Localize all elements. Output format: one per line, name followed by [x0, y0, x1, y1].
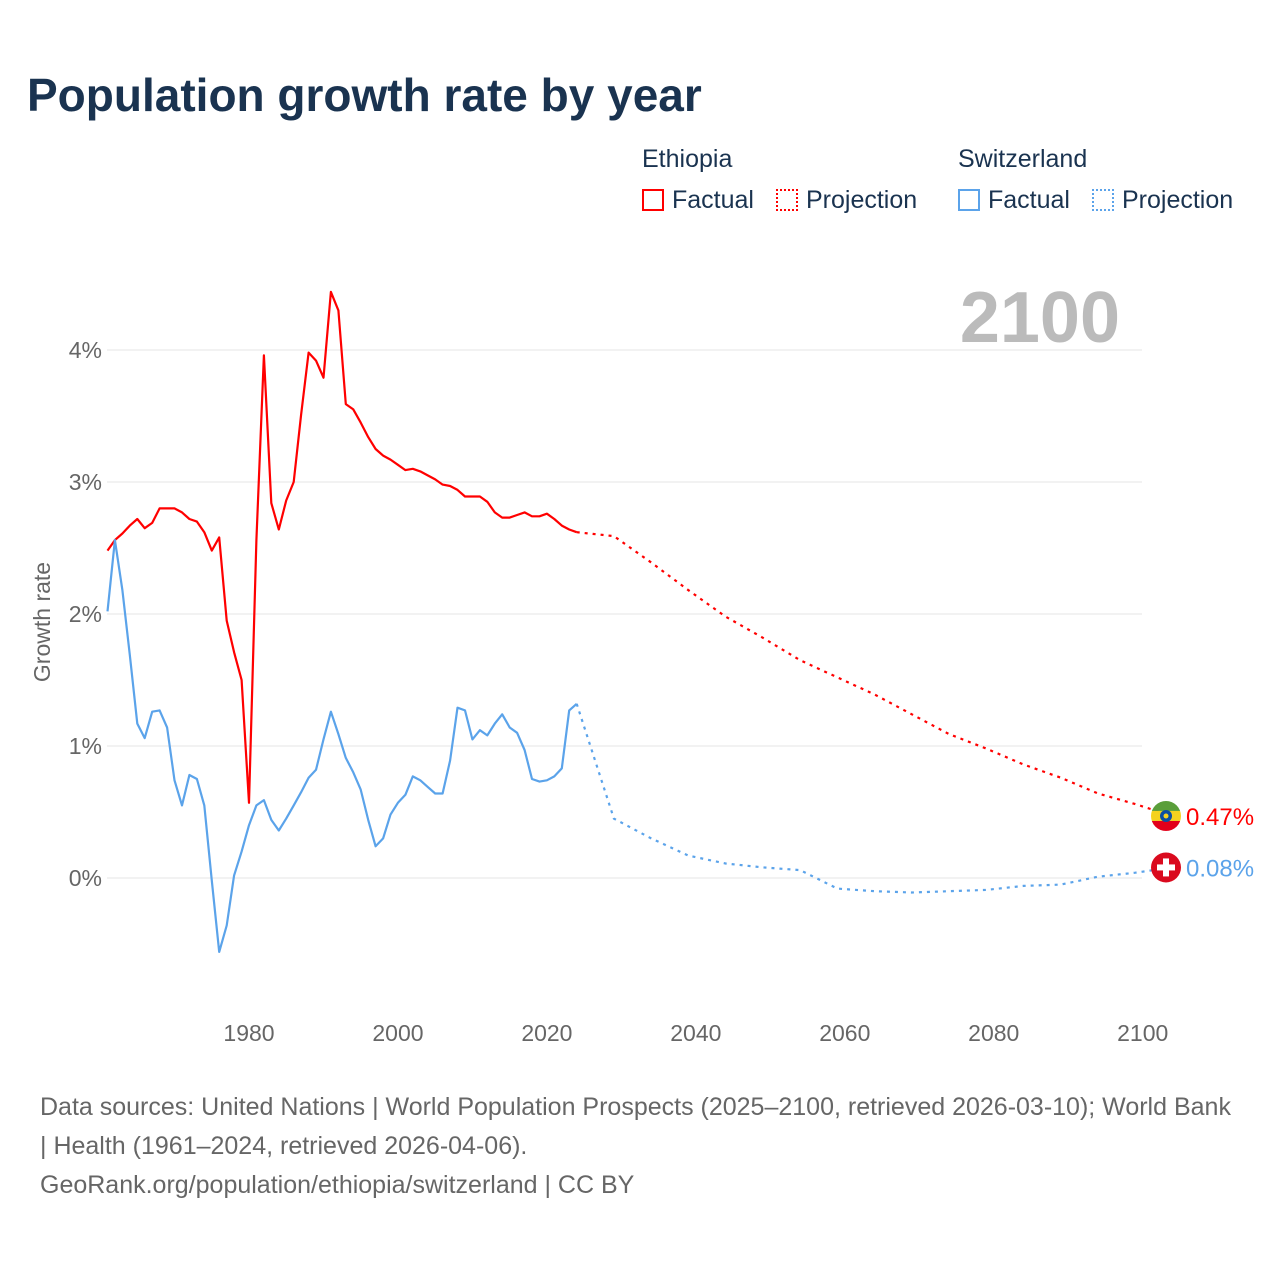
series-ethiopia-factual	[106, 290, 578, 804]
end-label-ethiopia: 0.47%	[1186, 804, 1254, 831]
end-label-switzerland: 0.08%	[1186, 855, 1254, 882]
legend-label: Factual	[988, 186, 1070, 214]
switzerland-flag-icon	[1151, 852, 1181, 883]
legend-ethiopia-title: Ethiopia	[642, 145, 733, 173]
series-switzerland-factual	[106, 538, 578, 954]
data-sources: Data sources: United Nations | World Pop…	[40, 1093, 1231, 1160]
legend-switzerland-title: Switzerland	[958, 145, 1088, 173]
y-tick-label: 4%	[69, 337, 102, 363]
series-switzerland-projection	[575, 703, 1173, 894]
emblem-star	[1163, 813, 1169, 819]
cross-horizontal	[1157, 864, 1175, 871]
swatch-solid-red	[642, 189, 664, 211]
stripe-red	[1151, 820, 1181, 831]
y-tick-label: 2%	[69, 601, 102, 627]
y-tick-label: 3%	[69, 469, 102, 495]
swatch-solid-blue	[958, 189, 980, 211]
legend-label: Factual	[672, 186, 754, 214]
y-axis-label: Growth rate	[29, 562, 55, 682]
x-tick-label: 1980	[223, 1020, 274, 1046]
stripe-green	[1151, 800, 1181, 811]
source-link[interactable]: GeoRank.org/population/ethiopia/switzerl…	[40, 1171, 635, 1199]
x-tick-label: 2040	[670, 1020, 721, 1046]
chart-title: Population growth rate by year	[27, 69, 702, 121]
ethiopia-flag-icon	[1151, 800, 1181, 831]
swatch-dotted-blue	[1092, 189, 1114, 211]
legend-label: Projection	[806, 186, 918, 214]
legend-switzerland-projection[interactable]: Projection	[1092, 186, 1233, 215]
x-tick-label: 2020	[521, 1020, 572, 1046]
footer: Data sources: United Nations | World Pop…	[40, 1088, 1240, 1205]
series-ethiopia-projection	[576, 531, 1173, 818]
y-tick-label: 0%	[69, 865, 102, 891]
x-tick-label: 2080	[968, 1020, 1019, 1046]
x-tick-label: 2000	[372, 1020, 423, 1046]
legend-label: Projection	[1122, 186, 1234, 214]
swatch-dotted-red	[776, 189, 798, 211]
x-tick-label: 2060	[819, 1020, 870, 1046]
year-watermark: 2100	[960, 278, 1120, 358]
legend-ethiopia-projection[interactable]: Projection	[776, 186, 917, 215]
legend-switzerland-factual[interactable]: Factual	[958, 186, 1070, 215]
x-tick-label: 2100	[1117, 1020, 1168, 1046]
legend-ethiopia-factual[interactable]: Factual	[642, 186, 754, 215]
y-tick-label: 1%	[69, 733, 102, 759]
